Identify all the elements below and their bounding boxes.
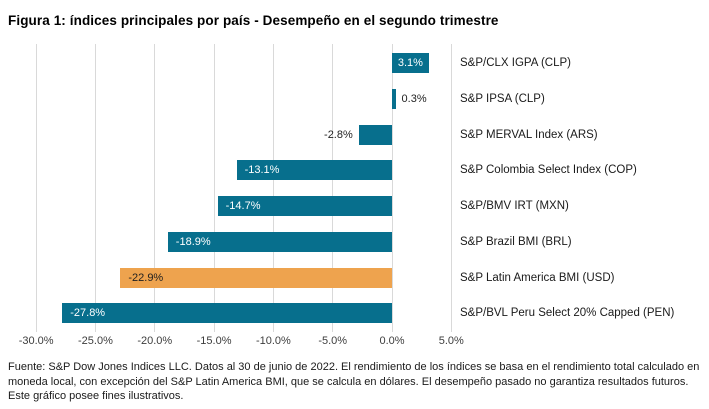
gridline xyxy=(35,44,37,332)
bar-value-label: -22.9% xyxy=(128,271,164,284)
gridline xyxy=(450,44,452,332)
bar xyxy=(358,124,392,145)
bar-value-label: -2.8% xyxy=(324,128,353,141)
bar xyxy=(236,160,392,181)
category-label: S&P MERVAL Index (ARS) xyxy=(460,128,598,141)
x-axis-tick-label: -30.0% xyxy=(18,335,54,347)
bar xyxy=(392,88,396,109)
x-axis-tick-label: -20.0% xyxy=(137,335,173,347)
gridline xyxy=(154,44,156,332)
x-axis-tick-label: -10.0% xyxy=(255,335,291,347)
bar-value-label: 0.3% xyxy=(401,92,427,105)
bar-value-label: -13.1% xyxy=(244,164,280,177)
x-axis-tick-label: 0.0% xyxy=(379,335,405,347)
category-label: S&P Colombia Select Index (COP) xyxy=(460,164,637,177)
gridline xyxy=(391,44,393,332)
bar-chart: -30.0% -25.0% -20.0% -15.0% -10.0% -5.0% 0.0% 5… xyxy=(18,44,675,347)
gridline xyxy=(332,44,334,332)
bar xyxy=(392,53,429,73)
category-label: S&P IPSA (CLP) xyxy=(460,92,545,105)
bar-value-label: -18.9% xyxy=(175,235,211,248)
bar xyxy=(167,231,392,252)
bar xyxy=(62,303,392,324)
bar-value-label: 3.1% xyxy=(397,57,423,69)
x-axis-tick-label: -25.0% xyxy=(78,335,113,347)
category-label: S&P Brazil BMI (BRL) xyxy=(460,235,572,248)
x-axis-tick-label: -5.0% xyxy=(318,335,348,347)
bar xyxy=(217,196,392,217)
source-note: Fuente: S&P Dow Jones Indices LLC. Datos… xyxy=(8,361,700,403)
bar-value-label: -14.7% xyxy=(225,200,261,213)
category-label: S&P/BVL Peru Select 20% Capped (PEN) xyxy=(460,307,675,320)
bar xyxy=(120,267,392,288)
x-axis-tick-label: 5.0% xyxy=(438,335,464,347)
gridline xyxy=(94,44,96,332)
x-axis-tick-label: -15.0% xyxy=(196,335,232,347)
bar-value-label: -27.8% xyxy=(70,307,106,320)
chart-title: Figura 1: índices principales por país -… xyxy=(8,13,499,28)
gridline xyxy=(213,44,215,332)
category-label: S&P/BMV IRT (MXN) xyxy=(460,200,569,213)
category-label: S&P/CLX IGPA (CLP) xyxy=(460,57,571,69)
gridline xyxy=(272,44,274,332)
category-label: S&P Latin America BMI (USD) xyxy=(460,271,615,284)
